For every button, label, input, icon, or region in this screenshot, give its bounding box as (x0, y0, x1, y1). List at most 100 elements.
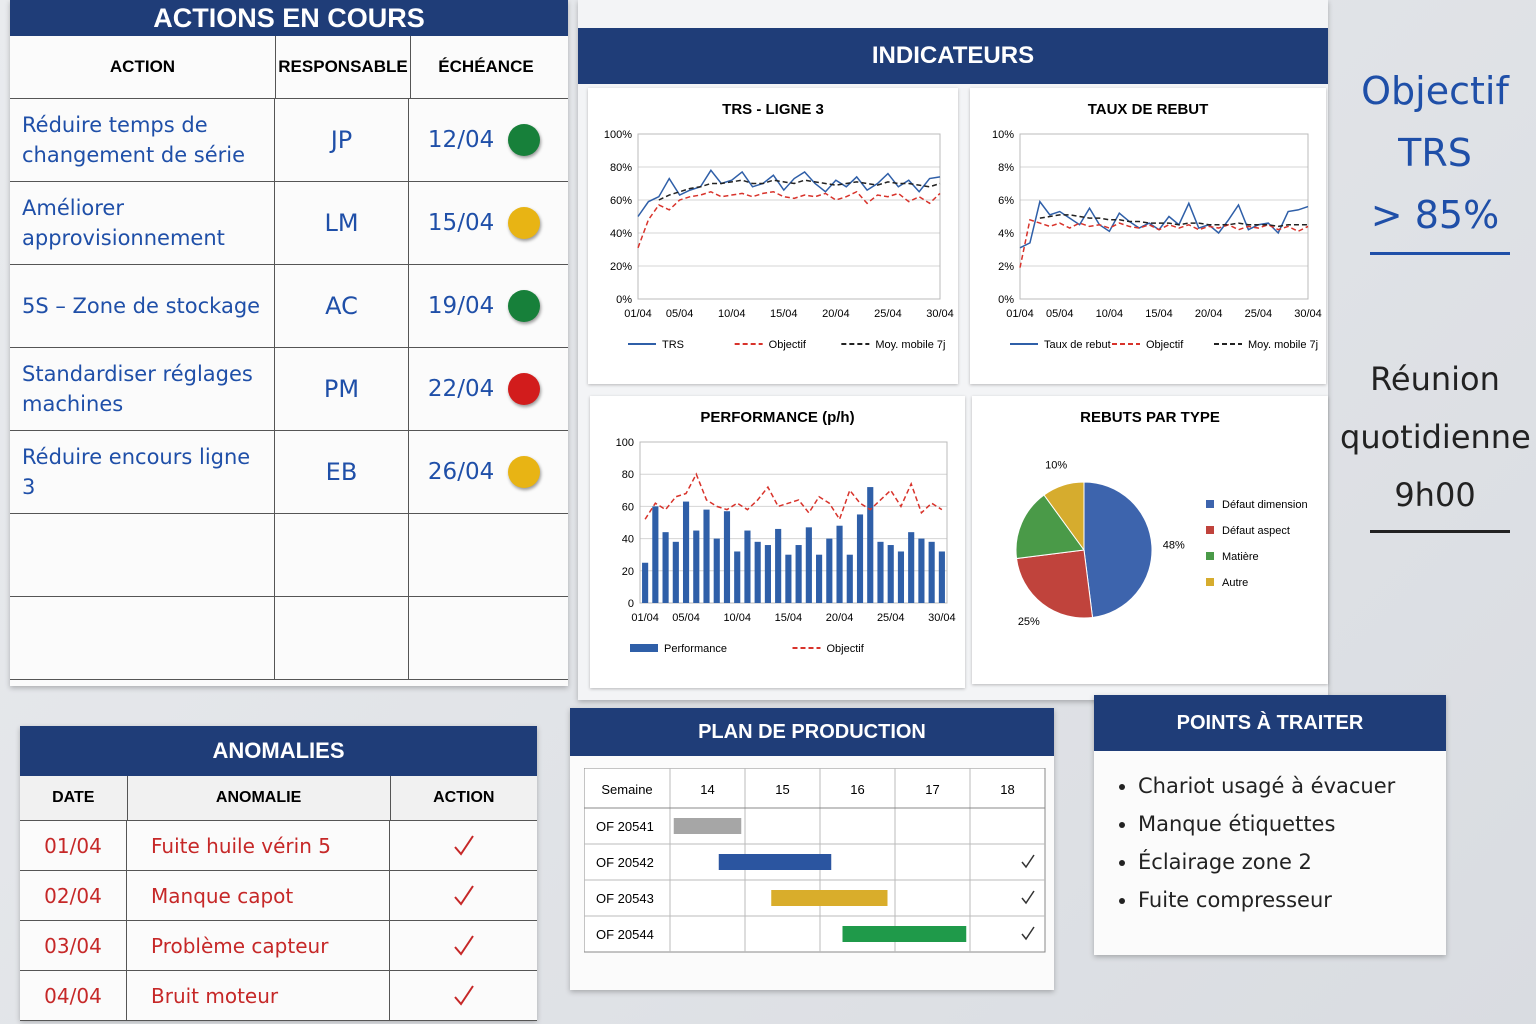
owner: PM (323, 375, 360, 403)
x-tick-label: 25/04 (877, 612, 905, 624)
gantt-bar (771, 890, 888, 906)
x-tick-label: 30/04 (928, 612, 956, 624)
action-row: Standardiser réglages machines PM 22/04 (10, 348, 568, 431)
check (1021, 854, 1035, 869)
y-tick-label: 0% (998, 294, 1014, 306)
anomaly-text: Manque capot (151, 883, 294, 908)
legend-label: Objectif (827, 643, 865, 655)
status-magnet (508, 456, 541, 488)
x-tick-label: 10/04 (723, 612, 751, 624)
bar (856, 514, 864, 603)
x-tick-label: 20/04 (822, 308, 850, 320)
bar (652, 506, 659, 603)
note-line: 9h00 (1394, 476, 1476, 514)
bar (723, 511, 731, 603)
check-mark (453, 984, 474, 1006)
check (1021, 926, 1035, 941)
action-text: 5S – Zone de stockage (22, 294, 261, 318)
y-tick-label: 20 (622, 566, 634, 578)
y-tick-label: 10% (992, 129, 1014, 141)
cell (390, 821, 537, 870)
status-magnet (508, 373, 541, 405)
note-line: quotidienne (1340, 418, 1531, 456)
bar (836, 525, 843, 603)
plot-frame (637, 133, 941, 300)
cell (409, 597, 559, 679)
pie-slice (1015, 494, 1085, 560)
cell: Améliorer approvisionnement (10, 182, 275, 264)
legend-swatch (1206, 552, 1214, 560)
y-tick-label: 6% (998, 195, 1014, 207)
series-line (637, 169, 941, 217)
column-header: ANOMALIE (128, 776, 391, 820)
cell (10, 597, 275, 679)
check-mark (453, 834, 474, 856)
point-item: Éclairage zone 2 (1138, 843, 1446, 881)
cell: Réduire encours ligne 3 (10, 431, 275, 513)
points-panel: POINTS À TRAITER Chariot usagé à évacuer… (1094, 695, 1446, 955)
point-item: Fuite compresseur (1138, 881, 1446, 919)
of-label: OF 20543 (596, 891, 654, 906)
note-line: Réunion (1370, 360, 1500, 398)
bar (795, 545, 802, 603)
cell: LM (275, 182, 409, 264)
legend-swatch (630, 644, 658, 652)
pie-label: 48% (1163, 539, 1185, 551)
gantt-header: Semaine (601, 782, 652, 797)
anomalies-header: DATE ANOMALIE ACTION (20, 776, 537, 821)
y-tick-label: 60% (610, 195, 632, 207)
anomaly-date: 01/04 (44, 833, 102, 858)
bar (682, 501, 690, 603)
plan-title: PLAN DE PRODUCTION (570, 708, 1054, 756)
cell: 22/04 (409, 348, 559, 430)
status-magnet (508, 124, 541, 156)
pie-slice (1083, 481, 1153, 619)
gantt-bar (673, 818, 742, 834)
chart-title: TAUX DE REBUT (1088, 101, 1209, 118)
chart: TAUX DE REBUT 0% 2% 4% 6% 8% 10% 01/04 05/04 10/0… (970, 88, 1326, 384)
bar (877, 541, 884, 603)
cell (409, 514, 559, 596)
bar (713, 538, 720, 603)
column-header: ÉCHÉANCE (438, 57, 534, 76)
cell: 26/04 (409, 431, 559, 513)
cell: Manque capot (127, 871, 390, 920)
status-magnet (508, 207, 541, 239)
y-tick-label: 100 (616, 437, 634, 449)
empty-row (10, 597, 568, 680)
chart-title: TRS - LIGNE 3 (722, 101, 824, 118)
bar (785, 554, 792, 603)
y-tick-label: 40 (622, 534, 634, 546)
pie-slice (1043, 481, 1085, 552)
status-magnet (508, 290, 541, 322)
points-list: Chariot usagé à évacuerManque étiquettes… (1094, 767, 1446, 919)
x-tick-label: 10/04 (1096, 308, 1124, 320)
legend-label: Matière (1222, 551, 1259, 563)
anomalies-title: ANOMALIES (20, 726, 537, 776)
cell (390, 871, 537, 920)
check (1021, 890, 1035, 905)
bar (887, 545, 894, 603)
anomaly-text: Bruit moteur (151, 983, 279, 1008)
due-date: 26/04 (427, 459, 495, 485)
empty-row (10, 514, 568, 597)
anomaly-date: 04/04 (44, 983, 102, 1008)
week-label: 17 (925, 782, 939, 797)
anomalies-panel: ANOMALIES DATE ANOMALIE ACTION 01/04 Fuite h… (20, 726, 537, 1021)
bar (754, 541, 761, 603)
cell: Standardiser réglages machines (10, 348, 275, 430)
series-line (1039, 214, 1308, 228)
bar (846, 554, 853, 603)
series-line (644, 472, 943, 521)
owner: EB (325, 458, 358, 486)
x-tick-label: 01/04 (631, 612, 659, 624)
legend-label: Objectif (769, 339, 807, 351)
cell: 15/04 (409, 182, 559, 264)
anomaly-date: 03/04 (44, 933, 102, 958)
legend-label: Défaut aspect (1222, 525, 1290, 537)
bar (816, 554, 823, 603)
y-tick-label: 2% (998, 261, 1014, 273)
cell: JP (275, 99, 409, 181)
column-header: DATE (20, 776, 128, 820)
note-line: > 85% (1370, 193, 1500, 237)
